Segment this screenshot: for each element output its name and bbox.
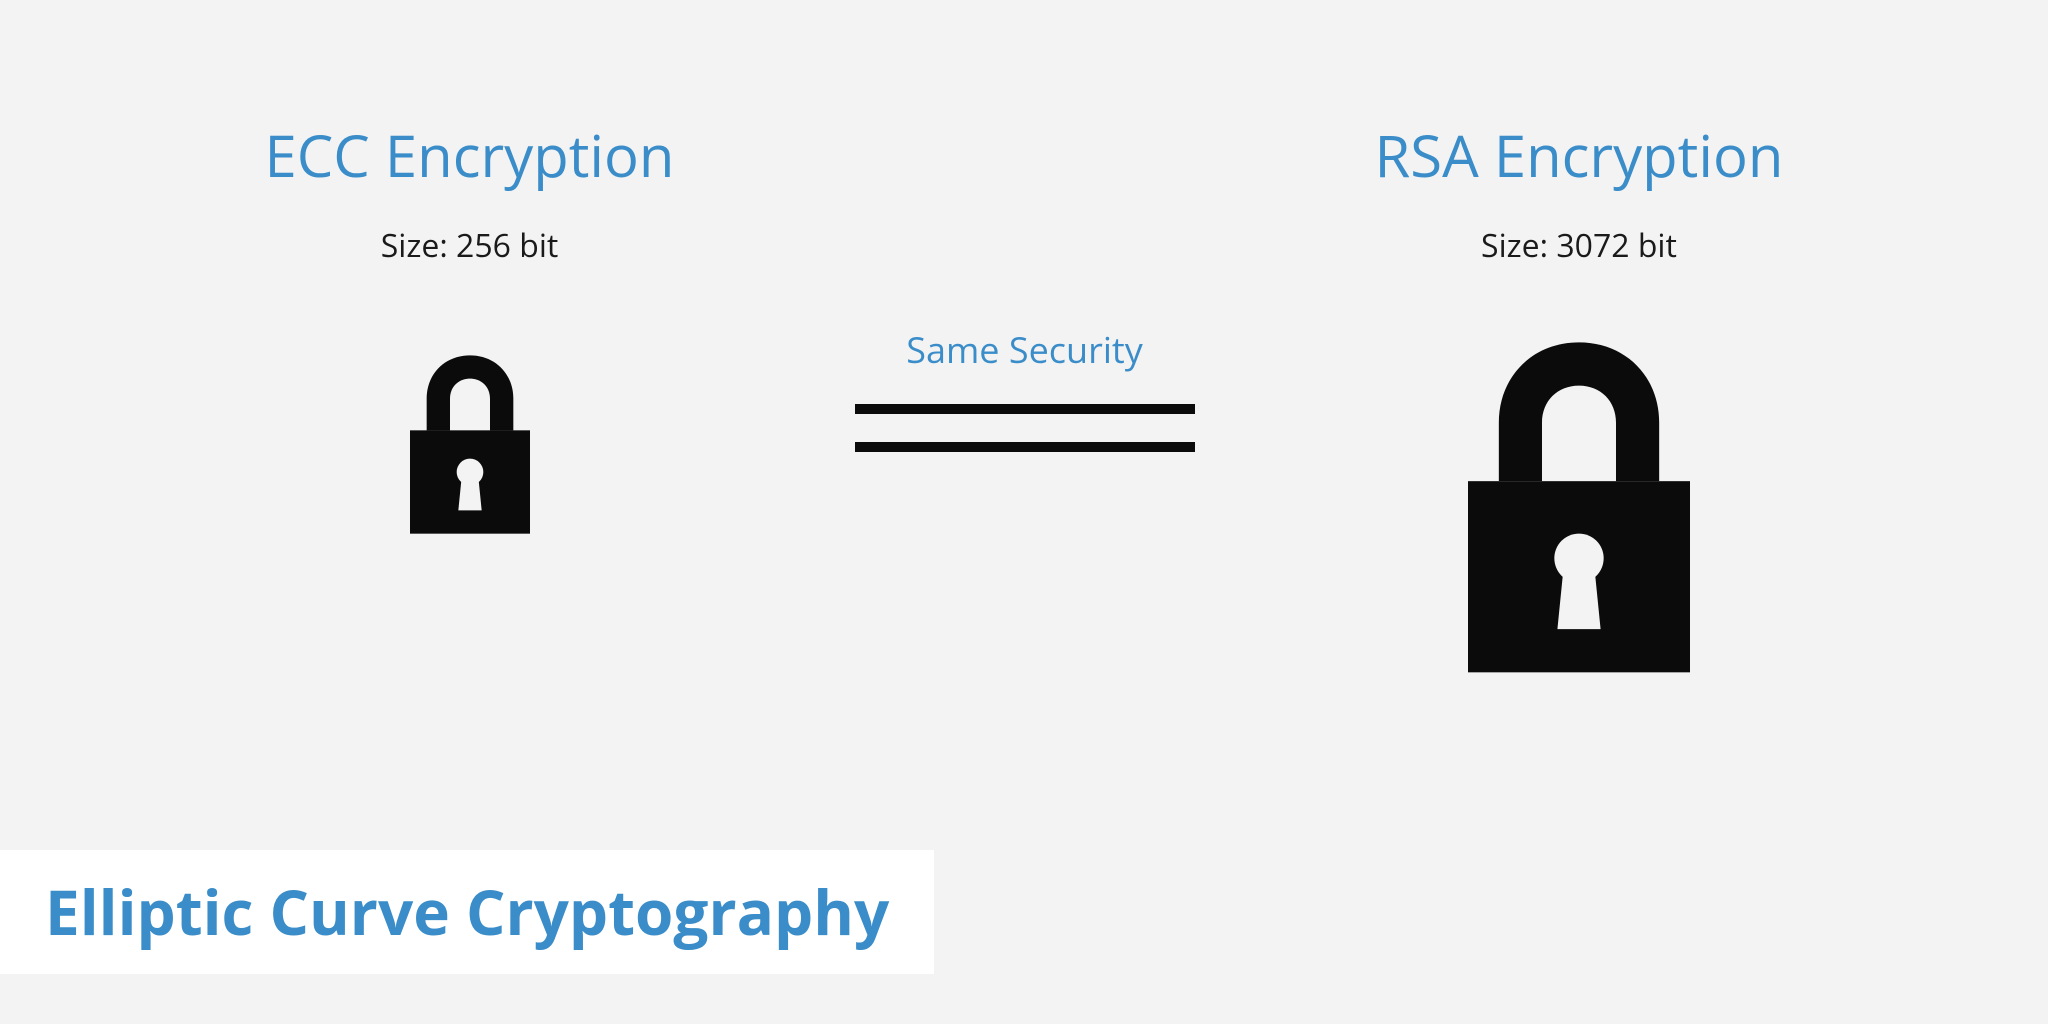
middle-column: Same Security	[855, 325, 1195, 452]
banner-title: Elliptic Curve Cryptography	[45, 870, 889, 954]
equals-icon	[855, 404, 1195, 452]
bottom-banner: Elliptic Curve Cryptography	[0, 850, 934, 974]
lock-icon	[1424, 327, 1734, 697]
same-security-label: Same Security	[906, 325, 1143, 374]
rsa-column: RSA Encryption Size: 3072 bit	[1375, 115, 1784, 697]
equals-bar-top	[855, 404, 1195, 414]
equals-bar-bottom	[855, 442, 1195, 452]
rsa-title: RSA Encryption	[1375, 115, 1784, 194]
lock-icon	[385, 347, 555, 547]
rsa-size-label: Size: 3072 bit	[1481, 224, 1677, 267]
ecc-size-label: Size: 256 bit	[381, 224, 559, 267]
comparison-container: ECC Encryption Size: 256 bit Same Securi…	[0, 0, 2048, 697]
ecc-title: ECC Encryption	[265, 115, 675, 194]
ecc-column: ECC Encryption Size: 256 bit	[265, 115, 675, 547]
